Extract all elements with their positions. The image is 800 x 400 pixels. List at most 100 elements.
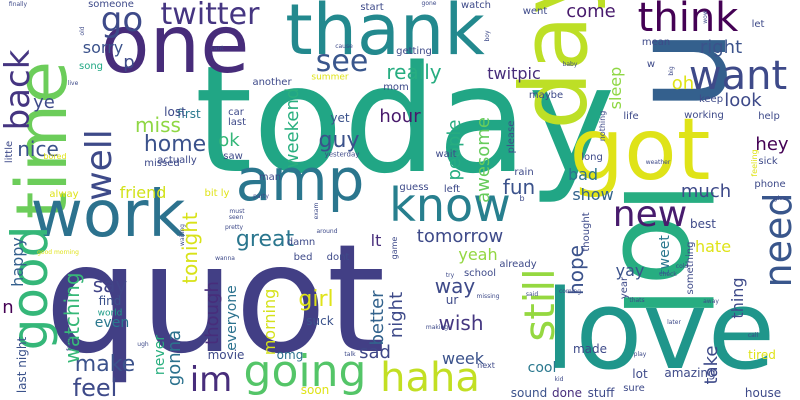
cloud-word: im bbox=[189, 360, 233, 400]
cloud-word: thank bbox=[285, 0, 485, 71]
cloud-word: know bbox=[389, 178, 511, 232]
cloud-word: stuff bbox=[587, 386, 615, 400]
cloud-word: ye bbox=[33, 92, 55, 113]
cloud-word: big bbox=[668, 66, 675, 76]
cloud-word: find bbox=[98, 294, 122, 308]
cloud-word: nice bbox=[17, 137, 59, 161]
cloud-word: tired bbox=[748, 348, 776, 362]
cloud-word: let bbox=[751, 19, 765, 30]
cloud-word: yesterday bbox=[324, 150, 360, 159]
cloud-word: hate bbox=[694, 237, 732, 256]
cloud-word: p bbox=[123, 52, 135, 73]
cloud-word: week bbox=[441, 349, 485, 368]
cloud-word: wait bbox=[435, 149, 457, 160]
cloud-word: missed bbox=[144, 158, 180, 169]
cloud-word: waiting bbox=[179, 224, 186, 246]
cloud-word: movie bbox=[207, 348, 245, 362]
cloud-word: dont bbox=[326, 252, 350, 263]
cloud-word: bed bbox=[293, 252, 313, 263]
cloud-word: done bbox=[552, 386, 582, 400]
cloud-word: another bbox=[252, 77, 292, 88]
cloud-word: night bbox=[386, 291, 407, 339]
cloud-word: everyone bbox=[224, 285, 240, 351]
cloud-word: guess bbox=[399, 182, 429, 193]
cloud-word: last night bbox=[15, 336, 29, 394]
cloud-word: back bbox=[0, 49, 38, 131]
cloud-word: said bbox=[525, 291, 539, 298]
cloud-word: damn bbox=[286, 237, 316, 248]
cloud-word: suck bbox=[306, 314, 334, 328]
cloud-word: amp bbox=[235, 146, 365, 214]
cloud-word: miss bbox=[135, 113, 181, 137]
cloud-word: twitter bbox=[160, 0, 260, 32]
cloud-word: bit ly bbox=[204, 188, 230, 199]
cloud-word: tweet bbox=[657, 235, 673, 275]
cloud-word: really bbox=[386, 60, 442, 84]
cloud-word: friend bbox=[119, 183, 167, 202]
cloud-word: go bbox=[100, 0, 144, 40]
cloud-word: still bbox=[515, 268, 564, 342]
cloud-word: boy bbox=[484, 30, 491, 42]
cloud-word: thing bbox=[728, 277, 747, 319]
cloud-word: sure bbox=[623, 383, 645, 394]
cloud-word: yeah bbox=[458, 245, 498, 264]
cloud-word: try bbox=[445, 272, 455, 279]
cloud-word: sound bbox=[510, 386, 548, 400]
cloud-word: better bbox=[367, 290, 388, 346]
cloud-word: song bbox=[78, 61, 104, 72]
cloud-word: make bbox=[74, 352, 136, 377]
cloud-word: went bbox=[522, 6, 548, 17]
cloud-word: mean bbox=[641, 37, 671, 48]
cloud-word: please bbox=[506, 120, 517, 154]
cloud-word: nothing bbox=[598, 110, 607, 142]
cloud-word: away bbox=[703, 298, 719, 305]
cloud-word: weather bbox=[645, 159, 671, 166]
cloud-word: yet bbox=[330, 111, 350, 125]
cloud-word: b bbox=[519, 194, 525, 203]
cloud-word: thats bbox=[629, 297, 645, 304]
cloud-word: car bbox=[228, 107, 244, 118]
cloud-word: help bbox=[758, 111, 780, 122]
cloud-word: hey bbox=[755, 134, 789, 155]
cloud-word: cant bbox=[210, 45, 224, 52]
cloud-word: thought bbox=[581, 212, 592, 252]
cloud-word: gonna bbox=[164, 329, 185, 387]
cloud-word: hour bbox=[379, 106, 421, 127]
cloud-word: haha bbox=[380, 355, 480, 400]
cloud-word: work bbox=[30, 178, 186, 252]
cloud-word: wish bbox=[438, 311, 484, 335]
cloud-word: girl bbox=[298, 287, 334, 312]
cloud-word: sorry bbox=[82, 38, 124, 57]
cloud-word: one bbox=[100, 0, 250, 91]
cloud-word: working bbox=[684, 110, 724, 121]
cloud-word: guy bbox=[318, 128, 360, 153]
cloud-word: way bbox=[434, 274, 476, 298]
cloud-word: weekend bbox=[282, 87, 303, 169]
cloud-word: see bbox=[315, 44, 369, 79]
cloud-word: summer bbox=[311, 72, 349, 83]
cloud-word: going bbox=[243, 346, 367, 397]
cloud-word: missing bbox=[476, 293, 500, 300]
cloud-word: lot bbox=[632, 367, 648, 381]
cloud-word: pretty bbox=[224, 224, 244, 231]
cloud-word: quot bbox=[44, 213, 386, 387]
cloud-word: play bbox=[633, 351, 647, 358]
cloud-word: finally bbox=[8, 1, 28, 8]
cloud-word: long bbox=[581, 152, 603, 163]
cloud-word: w bbox=[646, 59, 656, 70]
cloud-word: school bbox=[463, 268, 497, 279]
cloud-word: bad bbox=[567, 165, 599, 184]
cloud-word: kid bbox=[554, 376, 564, 383]
cloud-word: start bbox=[360, 2, 384, 13]
cloud-word: sick bbox=[758, 156, 778, 167]
cloud-word: much bbox=[680, 181, 732, 202]
cloud-word: phone bbox=[754, 179, 786, 190]
cloud-word: great bbox=[235, 227, 295, 252]
cloud-word: need bbox=[756, 192, 800, 288]
cloud-word: love bbox=[544, 266, 776, 394]
cloud-word: game bbox=[390, 236, 399, 260]
cloud-word: live bbox=[67, 80, 79, 87]
cloud-word: bored bbox=[43, 152, 67, 161]
cloud-word: follow bbox=[66, 333, 73, 351]
cloud-word: morning bbox=[260, 288, 279, 356]
